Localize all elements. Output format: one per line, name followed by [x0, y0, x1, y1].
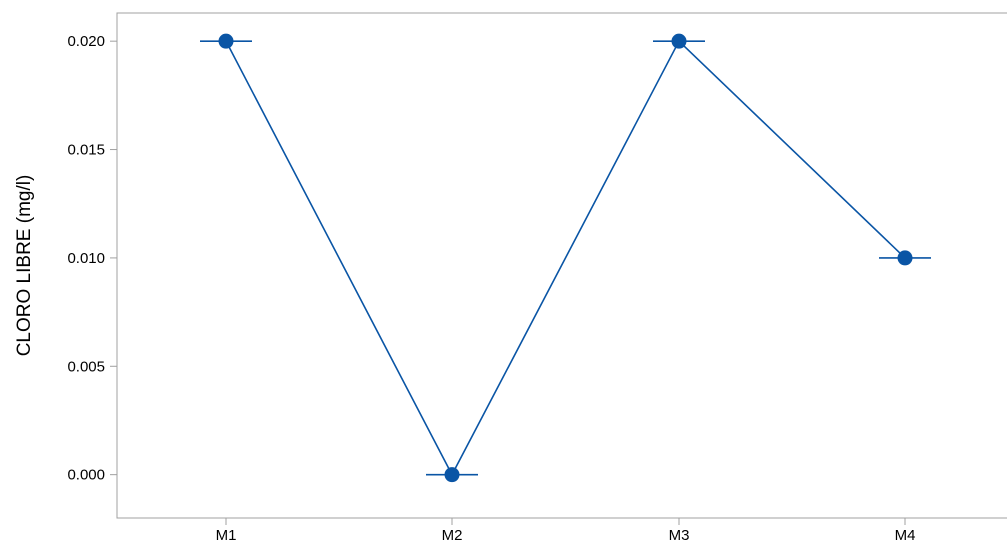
x-axis: M1 M2 M3 M4 — [216, 518, 916, 544]
data-point — [444, 467, 460, 483]
data-point — [218, 33, 234, 49]
plot-frame — [116, 12, 1007, 519]
series-group — [200, 33, 931, 483]
series-line — [225, 39, 906, 477]
y-axis: 0.000 0.005 0.010 0.015 0.020 — [67, 33, 117, 484]
x-tick-label: M2 — [442, 527, 463, 540]
y-tick-label: 0.020 — [67, 33, 105, 50]
y-tick-label: 0.000 — [67, 467, 105, 484]
y-axis-title: CLORO LIBRE (mg/l) — [14, 175, 35, 357]
y-tick-label: 0.010 — [67, 250, 105, 267]
x-tick-label: M1 — [216, 527, 237, 540]
y-tick-label: 0.005 — [67, 358, 105, 375]
x-tick-label: M3 — [669, 527, 690, 540]
data-point — [897, 250, 913, 266]
x-tick-label: M4 — [895, 527, 916, 540]
data-point — [671, 33, 687, 49]
y-tick-label: 0.015 — [67, 142, 105, 159]
